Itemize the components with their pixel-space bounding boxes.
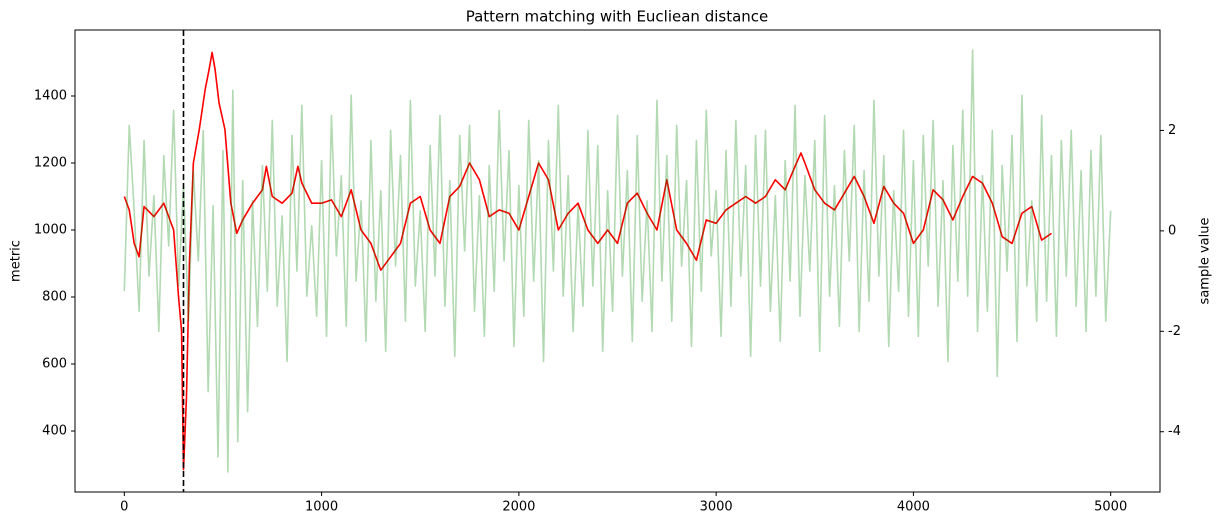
y-tick-label: 600: [42, 357, 67, 372]
y-tick-label: 1400: [34, 89, 67, 104]
plot-frame: [74, 29, 1161, 493]
x-tick-label: 5000: [1094, 500, 1127, 515]
x-tick-label: 3000: [700, 500, 733, 515]
y2-tick-label: 0: [1168, 223, 1176, 238]
series-line: [123, 49, 1112, 473]
x-tick-label: 0: [120, 500, 128, 515]
y-axis-label: metric: [9, 240, 24, 282]
y2-tick-label: -4: [1168, 424, 1181, 439]
y2-tick-label: 2: [1168, 123, 1176, 138]
x-tick-label: 1000: [305, 500, 338, 515]
x-tick-label: 4000: [897, 500, 930, 515]
y-tick-label: 1000: [34, 223, 67, 238]
chart-title: Pattern matching with Eucliean distance: [466, 8, 769, 26]
series-line: [123, 51, 1052, 471]
y2-axis-label: sample value: [1198, 218, 1213, 305]
y-tick-label: 1200: [34, 156, 67, 171]
y-tick-label: 400: [42, 424, 67, 439]
x-tick-label: 2000: [502, 500, 535, 515]
y2-tick-label: -2: [1168, 324, 1181, 339]
y-tick-label: 800: [42, 290, 67, 305]
